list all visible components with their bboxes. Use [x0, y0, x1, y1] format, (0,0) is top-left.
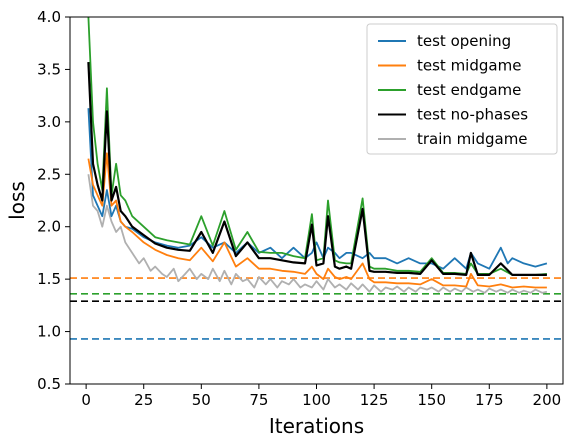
y-axis-title: loss — [5, 181, 29, 220]
series-line-train-midgame — [87, 174, 548, 294]
x-tick-label: 50 — [192, 391, 211, 409]
x-tick-label: 0 — [81, 391, 91, 409]
x-tick-label: 100 — [302, 391, 331, 409]
y-tick-label: 1.0 — [37, 323, 61, 341]
series-line-test-no-phases — [87, 62, 547, 276]
x-tick-label: 200 — [533, 391, 562, 409]
series-lines — [87, 17, 548, 294]
y-tick-label: 1.5 — [37, 270, 61, 288]
x-tick-label: 175 — [475, 391, 504, 409]
reference-lines — [70, 277, 563, 340]
y-tick-label: 3.5 — [37, 60, 61, 78]
y-tick-label: 3.0 — [37, 113, 61, 131]
x-axis-title: Iterations — [269, 414, 364, 438]
y-tick-label: 2.0 — [37, 218, 61, 236]
legend-label: test no-phases — [417, 106, 528, 124]
legend-label: train midgame — [417, 130, 528, 148]
legend: test opening test midgame test endgame test… — [366, 23, 558, 155]
series-line-test-midgame — [87, 152, 547, 289]
x-tick-label: 125 — [360, 391, 389, 409]
legend-label: test midgame — [417, 57, 521, 75]
x-tick-label: 75 — [249, 391, 268, 409]
y-tick-label: 2.5 — [37, 165, 61, 183]
x-tick-label: 150 — [417, 391, 446, 409]
y-tick-label: 0.5 — [37, 375, 61, 393]
x-axis: 0 25 50 75 100 125 150 175 200 — [81, 384, 561, 409]
legend-box — [366, 23, 558, 155]
y-axis: 0.5 1.0 1.5 2.0 2.5 3.0 3.5 4.0 — [37, 8, 70, 393]
x-tick-label: 25 — [134, 391, 153, 409]
legend-label: test endgame — [417, 81, 521, 99]
y-tick-label: 4.0 — [37, 8, 61, 26]
legend-label: test opening — [417, 32, 511, 50]
